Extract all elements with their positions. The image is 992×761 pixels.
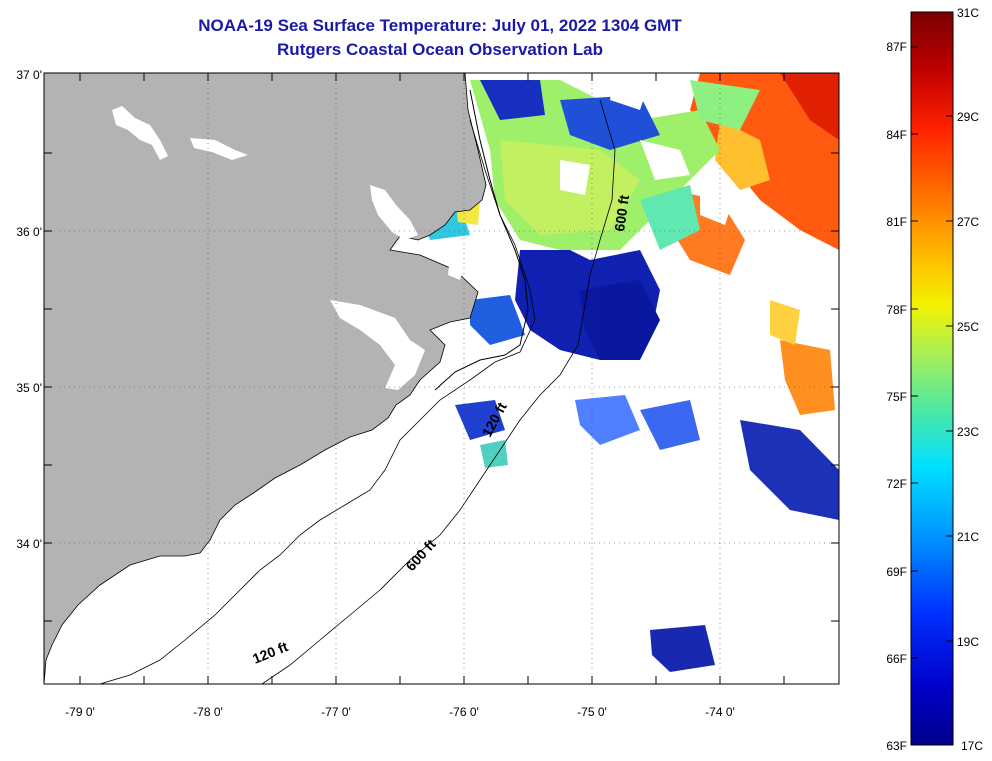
lat-label: 36 0' — [16, 225, 42, 239]
fahrenheit-label: 72F — [886, 477, 907, 491]
lon-label: -79 0' — [65, 705, 95, 719]
temperature-colorbar — [910, 11, 954, 746]
map-frame — [43, 72, 840, 685]
graticule — [44, 73, 839, 684]
estuary — [370, 185, 418, 240]
fahrenheit-label: 87F — [886, 40, 907, 54]
axis-ticks — [44, 73, 839, 684]
land-mass — [44, 73, 487, 684]
celsius-label: 25C — [957, 320, 979, 334]
lon-label: -75 0' — [577, 705, 607, 719]
map-subtitle: Rutgers Coastal Ocean Observation Lab — [277, 40, 603, 59]
fahrenheit-label: 66F — [886, 652, 907, 666]
latitude-labels: 37 0' 36 0' 35 0' 34 0' — [16, 68, 42, 551]
barrier-islands — [434, 89, 529, 391]
contour-line-120ft — [99, 119, 536, 684]
longitude-labels: -79 0' -78 0' -77 0' -76 0' -75 0' -74 0… — [65, 705, 735, 719]
lon-label: -74 0' — [705, 705, 735, 719]
lat-label: 37 0' — [16, 68, 42, 82]
celsius-label: 17C — [961, 739, 983, 753]
contour-label: 600 ft — [611, 194, 632, 233]
map-title: NOAA-19 Sea Surface Temperature: July 01… — [198, 16, 682, 35]
colorbar-celsius-labels: 31C 29C 27C 25C 23C 21C 19C 17C — [957, 6, 983, 753]
celsius-label: 29C — [957, 110, 979, 124]
estuary — [330, 300, 425, 390]
fahrenheit-label: 63F — [886, 739, 907, 753]
fahrenheit-label: 69F — [886, 565, 907, 579]
lon-label: -78 0' — [193, 705, 223, 719]
celsius-label: 31C — [957, 6, 979, 20]
estuary — [112, 106, 168, 160]
lon-label: -77 0' — [321, 705, 351, 719]
celsius-label: 27C — [957, 215, 979, 229]
bathymetry-contours — [99, 99, 616, 684]
colorbar-fahrenheit-labels: 87F 84F 81F 78F 75F 72F 69F 66F 63F — [886, 40, 907, 753]
lat-label: 35 0' — [16, 381, 42, 395]
contour-line-600ft — [261, 99, 616, 684]
fahrenheit-label: 78F — [886, 303, 907, 317]
lon-label: -76 0' — [449, 705, 479, 719]
estuary — [190, 138, 248, 160]
celsius-label: 19C — [957, 635, 979, 649]
celsius-label: 21C — [957, 530, 979, 544]
colorbar-ticks — [911, 46, 953, 659]
fahrenheit-label: 75F — [886, 390, 907, 404]
fahrenheit-label: 81F — [886, 215, 907, 229]
fahrenheit-label: 84F — [886, 128, 907, 142]
celsius-label: 23C — [957, 425, 979, 439]
lat-label: 34 0' — [16, 537, 42, 551]
